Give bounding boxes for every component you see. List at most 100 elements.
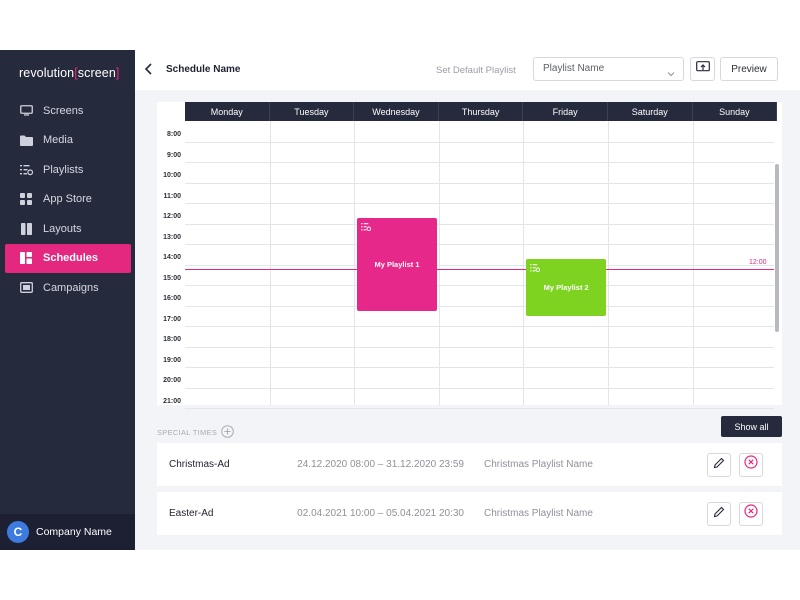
hour-gridline [185,285,774,286]
calendar-grid[interactable] [185,121,774,409]
show-all-button[interactable]: Show all [721,416,782,437]
sidebar-item-label: Campaigns [43,281,99,294]
sidebar-item-layouts[interactable]: Layouts [5,214,131,243]
avatar: C [7,521,29,543]
sidebar-item-campaigns[interactable]: Campaigns [5,273,131,302]
special-time-name: Christmas-Ad [169,459,230,470]
company-name: Company Name [36,526,112,538]
day-header-sunday: Sunday [692,102,778,121]
hour-gridline [185,346,774,348]
hour-label: 18:00 [163,336,181,343]
day-header-saturday: Saturday [608,102,693,121]
schedule-event[interactable]: My Playlist 1 [357,218,437,311]
hour-label: 12:00 [163,213,181,220]
hour-gridline [185,305,774,307]
day-header-tuesday: Tuesday [269,102,355,121]
special-time-row: Easter-Ad 02.04.2021 10:00 – 05.04.2021 … [157,492,782,535]
sidebar-item-playlists[interactable]: Playlists [5,155,131,184]
hour-gridline [185,244,774,245]
back-arrow-icon[interactable] [142,62,156,76]
header-bar: Schedule Name Set Default Playlist Playl… [135,50,800,90]
apps-icon [19,192,33,206]
special-time-playlist: Christmas Playlist Name [484,459,593,470]
hour-label: 14:00 [163,254,181,261]
day-gridline [692,121,694,405]
day-gridline [608,121,609,405]
schedule-icon [19,251,33,265]
hour-gridline [185,182,774,184]
special-time-range: 24.12.2020 08:00 – 31.12.2020 23:59 [297,459,464,470]
hour-label: 10:00 [163,172,181,179]
special-time-row: Christmas-Ad 24.12.2020 08:00 – 31.12.20… [157,443,782,486]
day-gridline [523,121,525,405]
day-gridline [354,121,356,405]
sidebar: revolution[screen] Screens Media Playlis… [0,50,135,550]
special-times-label: SPECIAL TIMES [157,428,218,437]
calendar-scrollbar[interactable] [775,164,779,332]
sidebar-item-label: Layouts [43,222,82,235]
company-switcher[interactable]: C Company Name [0,514,135,550]
sidebar-item-screens[interactable]: Screens [5,96,131,125]
playlist-icon [19,163,33,177]
hour-label: 20:00 [163,377,181,384]
week-calendar: Monday Tuesday Wednesday Thursday Friday Satu… [157,102,782,409]
layout-icon [19,222,33,236]
preview-button[interactable]: Preview [720,57,778,81]
playlist-select-value: Playlist Name [543,63,605,74]
schedule-event[interactable]: My Playlist 2 [526,259,606,316]
pencil-icon [713,456,725,474]
sidebar-item-media[interactable]: Media [5,126,131,155]
chevron-down-icon [667,65,675,77]
sidebar-item-app-store[interactable]: App Store [5,185,131,214]
delete-button[interactable] [739,452,763,477]
close-circle-icon [744,504,758,523]
playlist-icon [361,222,372,232]
special-time-name: Easter-Ad [169,508,214,519]
hour-label: 21:00 [163,397,181,405]
hour-gridline [185,223,774,225]
day-gridline [269,121,271,405]
day-header-thursday: Thursday [438,102,524,121]
day-header-wednesday: Wednesday [354,102,439,121]
sidebar-item-label: Media [43,134,73,146]
hour-label: 19:00 [163,356,181,364]
cast-button[interactable] [690,57,715,81]
main-content: Schedule Name Set Default Playlist Playl… [135,50,800,550]
special-time-playlist: Christmas Playlist Name [484,508,593,519]
hour-gridline [185,162,774,163]
default-playlist-label: Set Default Playlist [436,65,516,76]
sidebar-item-label: Screens [43,104,84,117]
hour-gridline [185,264,774,266]
sidebar-item-label: Schedules [43,252,99,264]
hour-gridline [185,387,774,389]
day-gridline [438,121,440,405]
app-window: revolution[screen] Screens Media Playlis… [0,50,800,550]
current-time-line [185,269,774,270]
sidebar-item-schedules[interactable]: Schedules [5,243,131,273]
playlist-icon [530,263,541,273]
cast-icon [695,60,710,78]
sidebar-item-label: App Store [43,193,92,205]
hour-label: 9:00 [166,151,181,159]
hour-label: 11:00 [163,192,181,200]
event-title: My Playlist 2 [543,282,589,292]
event-title: My Playlist 1 [374,259,420,269]
delete-button[interactable] [739,501,763,526]
hour-label: 17:00 [163,315,181,323]
campaign-icon [19,281,33,295]
default-playlist-select[interactable]: Playlist Name [533,57,684,81]
hour-label: 16:00 [163,295,181,302]
special-time-range: 02.04.2021 10:00 – 05.04.2021 20:30 [297,508,464,519]
edit-button[interactable] [707,501,731,526]
hour-gridline [185,203,774,204]
hour-label: 8:00 [166,131,181,138]
edit-button[interactable] [707,452,731,477]
add-special-time-icon[interactable] [221,425,234,438]
sidebar-nav: Screens Media Playlists App Store Layout… [5,96,131,303]
pencil-icon [713,505,725,523]
hour-gridline [185,367,774,368]
current-time-label: 12:00 [749,259,767,266]
hour-label: 15:00 [163,274,181,282]
day-header-monday: Monday [185,102,270,121]
close-circle-icon [744,455,758,474]
